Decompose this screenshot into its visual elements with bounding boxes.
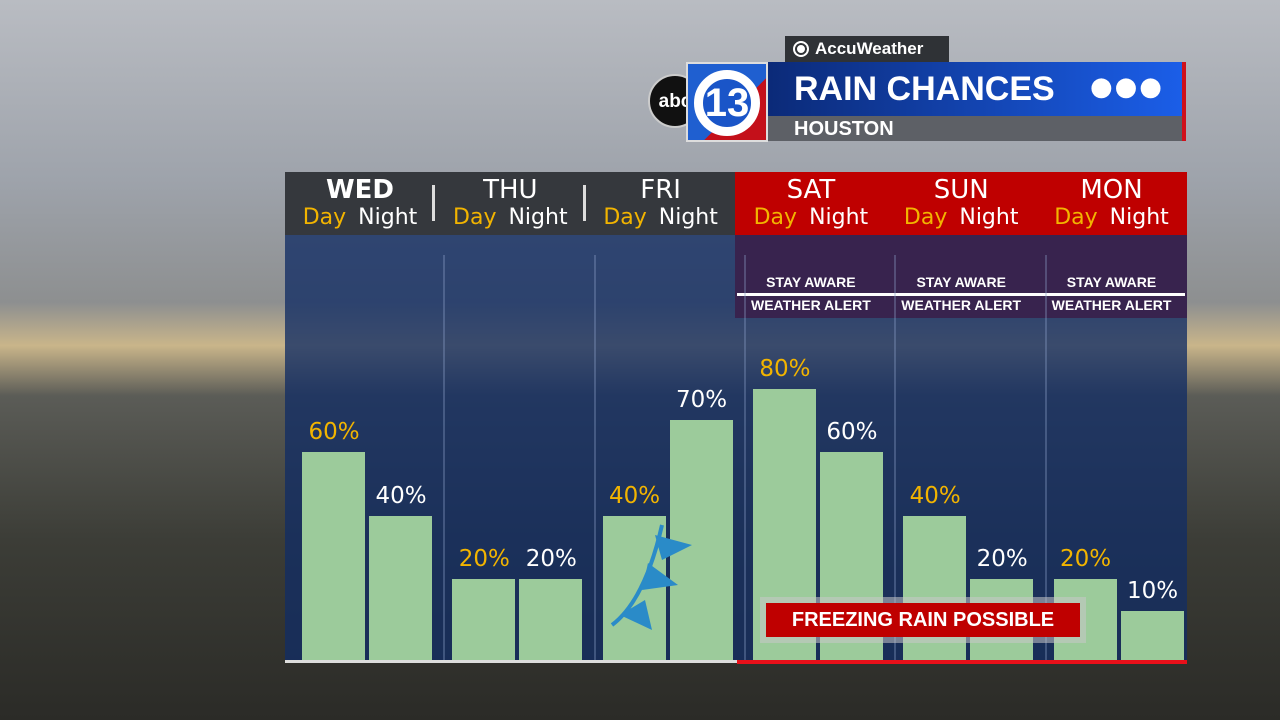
day-label: Day bbox=[302, 205, 347, 230]
value-label: 40% bbox=[909, 482, 961, 509]
bar-night bbox=[369, 515, 432, 660]
column-divider bbox=[593, 255, 596, 660]
accuweather-badge: AccuWeather bbox=[785, 36, 949, 62]
day-label: Day bbox=[603, 205, 647, 230]
value-label: 60% bbox=[826, 419, 878, 446]
night-label: Night bbox=[809, 205, 869, 230]
day-label: Day bbox=[453, 205, 497, 230]
cold-front-icon bbox=[610, 524, 692, 630]
stay-aware-label: STAY AWARE bbox=[1066, 274, 1157, 290]
sun-icon bbox=[793, 41, 809, 57]
day-name: SAT bbox=[786, 175, 836, 205]
value-label: 40% bbox=[609, 482, 661, 509]
day-name: SUN bbox=[933, 175, 989, 205]
column-divider bbox=[443, 255, 446, 660]
column-divider bbox=[1044, 255, 1047, 660]
period-labels: Day Night bbox=[435, 204, 585, 232]
provider-name: AccuWeather bbox=[815, 39, 924, 58]
weather-alert-label: WEATHER ALERT bbox=[751, 297, 871, 313]
stay-aware-label: STAY AWARE bbox=[766, 274, 856, 290]
value-label: 10% bbox=[1126, 578, 1179, 605]
chart-plot-area bbox=[285, 235, 1187, 660]
day-header: MON Day Night bbox=[1037, 172, 1187, 232]
title-bar: RAIN CHANCES ●●● bbox=[768, 62, 1186, 116]
value-label: 80% bbox=[759, 355, 811, 382]
night-label: Night bbox=[658, 205, 718, 230]
weather-alert-label: WEATHER ALERT bbox=[901, 297, 1022, 313]
day-label: Day bbox=[753, 205, 798, 230]
day-header: SUN Day Night bbox=[886, 172, 1036, 232]
day-name: WED bbox=[325, 175, 395, 205]
channel-13-logo: 13 bbox=[686, 62, 768, 142]
alert-divider bbox=[737, 293, 1185, 296]
day-header: WED Day Night bbox=[285, 172, 435, 232]
day-header: SAT Day Night bbox=[736, 172, 886, 232]
period-labels: Day Night bbox=[285, 204, 435, 232]
stay-aware-label: STAY AWARE bbox=[916, 274, 1006, 290]
weather-alert-label: WEATHER ALERT bbox=[1051, 297, 1172, 313]
value-label: 20% bbox=[525, 546, 577, 573]
day-header: FRI Day Night bbox=[586, 172, 736, 232]
period-labels: Day Night bbox=[1037, 204, 1187, 232]
header-separator bbox=[432, 185, 436, 221]
night-label: Night bbox=[1109, 205, 1169, 230]
night-label: Night bbox=[358, 205, 418, 230]
more-dots-icon: ●●● bbox=[1089, 72, 1164, 102]
value-label: 40% bbox=[375, 482, 427, 509]
value-label: 70% bbox=[676, 387, 728, 414]
day-header-normal bbox=[285, 172, 735, 235]
value-label: 20% bbox=[458, 546, 510, 573]
period-labels: Day Night bbox=[736, 204, 886, 232]
location-label: HOUSTON bbox=[794, 118, 894, 140]
day-name: THU bbox=[483, 175, 538, 205]
period-labels: Day Night bbox=[886, 204, 1036, 232]
value-label: 60% bbox=[308, 419, 360, 446]
page-title: RAIN CHANCES bbox=[794, 70, 1055, 108]
column-divider bbox=[743, 255, 746, 660]
value-label: 20% bbox=[976, 546, 1028, 573]
bar-night bbox=[669, 420, 733, 660]
freezing-rain-callout: FREEZING RAIN POSSIBLE bbox=[760, 597, 1086, 643]
baseline-alert bbox=[737, 660, 1187, 664]
bar-night bbox=[1120, 611, 1184, 660]
night-label: Night bbox=[508, 205, 568, 230]
day-header: THU Day Night bbox=[435, 172, 585, 232]
bar-day bbox=[452, 579, 516, 660]
header-separator bbox=[582, 185, 586, 221]
bar-night bbox=[519, 579, 583, 660]
value-label: 20% bbox=[1059, 546, 1112, 573]
day-label: Day bbox=[1054, 205, 1098, 230]
period-labels: Day Night bbox=[586, 204, 736, 232]
callout-text: FREEZING RAIN POSSIBLE bbox=[766, 603, 1080, 637]
baseline bbox=[285, 660, 737, 663]
column-divider bbox=[894, 255, 897, 660]
day-label: Day bbox=[903, 205, 948, 230]
location-bar: HOUSTON bbox=[768, 116, 1186, 141]
day-name: FRI bbox=[640, 175, 681, 205]
night-label: Night bbox=[959, 205, 1019, 230]
bar-day bbox=[302, 452, 365, 660]
day-name: MON bbox=[1080, 175, 1143, 205]
